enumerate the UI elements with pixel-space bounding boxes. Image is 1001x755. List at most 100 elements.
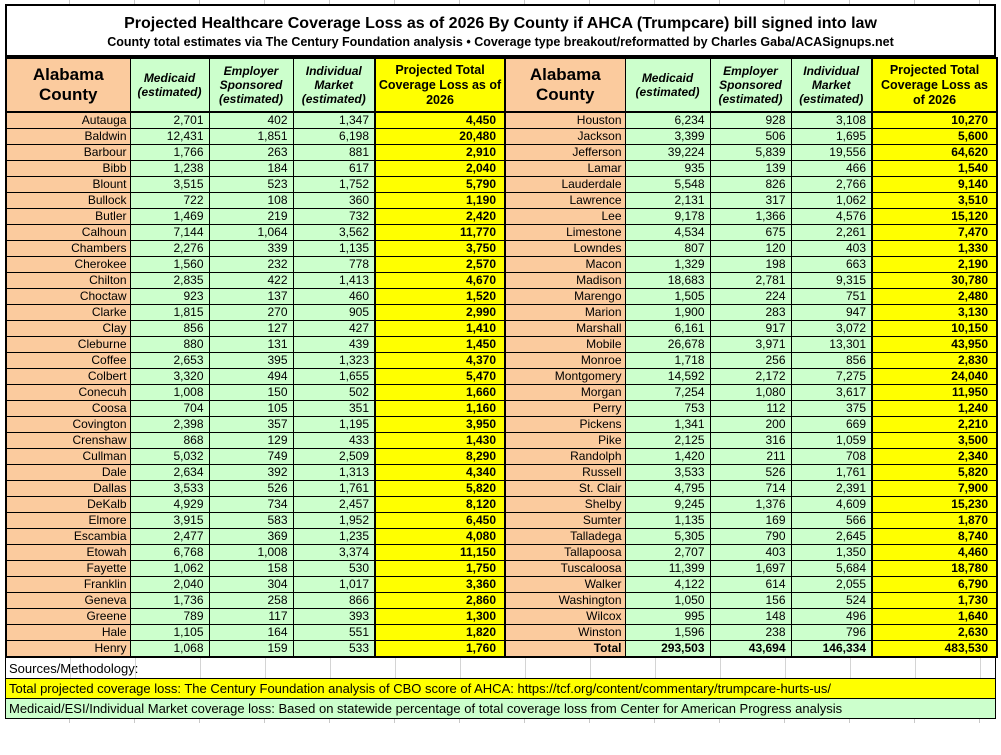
projected-total-cell[interactable]: 3,500 xyxy=(871,432,998,449)
projected-total-cell[interactable]: 4,080 xyxy=(374,528,506,545)
employer-sponsored-cell[interactable]: 526 xyxy=(709,464,792,481)
county-cell[interactable]: Franklin xyxy=(5,576,131,593)
employer-sponsored-cell[interactable]: 714 xyxy=(709,480,792,497)
projected-total-cell[interactable]: 4,450 xyxy=(374,111,506,129)
employer-sponsored-cell[interactable]: 422 xyxy=(208,272,294,289)
individual-market-cell[interactable]: 466 xyxy=(790,160,873,177)
medicaid-cell[interactable]: 4,534 xyxy=(624,224,711,241)
medicaid-cell[interactable]: 704 xyxy=(129,400,210,417)
medicaid-cell[interactable]: 1,900 xyxy=(624,304,711,321)
county-cell[interactable]: Jackson xyxy=(504,128,626,145)
county-cell[interactable]: Morgan xyxy=(504,384,626,401)
individual-market-cell[interactable]: 13,301 xyxy=(790,336,873,353)
projected-total-cell[interactable]: 2,040 xyxy=(374,160,506,177)
projected-total-cell[interactable]: 9,140 xyxy=(871,176,998,193)
individual-market-cell[interactable]: 751 xyxy=(790,288,873,305)
projected-total-cell[interactable]: 1,540 xyxy=(871,160,998,177)
employer-sponsored-cell[interactable]: 1,697 xyxy=(709,560,792,577)
projected-total-cell[interactable]: 3,950 xyxy=(374,416,506,433)
medicaid-cell[interactable]: 2,707 xyxy=(624,544,711,561)
employer-sponsored-cell[interactable]: 395 xyxy=(208,352,294,369)
col-header-medicaid-left[interactable]: Medicaid (estimated) xyxy=(129,57,210,113)
county-cell[interactable]: Limestone xyxy=(504,224,626,241)
employer-sponsored-cell[interactable]: 526 xyxy=(208,480,294,497)
medicaid-cell[interactable]: 1,596 xyxy=(624,624,711,641)
county-cell[interactable]: Dale xyxy=(5,464,131,481)
employer-sponsored-cell[interactable]: 127 xyxy=(208,320,294,337)
county-cell[interactable]: Dallas xyxy=(5,480,131,497)
projected-total-cell[interactable]: 30,780 xyxy=(871,272,998,289)
employer-sponsored-cell[interactable]: 392 xyxy=(208,464,294,481)
employer-sponsored-cell[interactable]: 150 xyxy=(208,384,294,401)
individual-market-cell[interactable]: 3,617 xyxy=(790,384,873,401)
county-cell[interactable]: Marion xyxy=(504,304,626,321)
county-cell[interactable]: Fayette xyxy=(5,560,131,577)
individual-market-cell[interactable]: 524 xyxy=(790,592,873,609)
county-cell[interactable]: Baldwin xyxy=(5,128,131,145)
employer-sponsored-cell[interactable]: 3,971 xyxy=(709,336,792,353)
projected-total-cell[interactable]: 1,870 xyxy=(871,512,998,529)
county-cell[interactable]: Washington xyxy=(504,592,626,609)
projected-total-cell[interactable]: 2,190 xyxy=(871,256,998,273)
medicaid-cell[interactable]: 935 xyxy=(624,160,711,177)
projected-total-cell[interactable]: 2,630 xyxy=(871,624,998,641)
medicaid-cell[interactable]: 1,815 xyxy=(129,304,210,321)
individual-market-cell[interactable]: 2,055 xyxy=(790,576,873,593)
county-cell[interactable]: Madison xyxy=(504,272,626,289)
individual-market-cell[interactable]: 427 xyxy=(292,320,376,337)
projected-total-cell[interactable]: 1,520 xyxy=(374,288,506,305)
projected-total-cell[interactable]: 8,740 xyxy=(871,528,998,545)
county-cell[interactable]: Crenshaw xyxy=(5,432,131,449)
individual-market-cell[interactable]: 2,261 xyxy=(790,224,873,241)
county-cell[interactable]: Lawrence xyxy=(504,192,626,209)
projected-total-cell[interactable]: 10,150 xyxy=(871,320,998,337)
projected-total-cell[interactable]: 1,430 xyxy=(374,432,506,449)
projected-total-cell[interactable]: 1,820 xyxy=(374,624,506,641)
medicaid-cell[interactable]: 2,634 xyxy=(129,464,210,481)
individual-market-cell[interactable]: 856 xyxy=(790,352,873,369)
medicaid-cell[interactable]: 1,008 xyxy=(129,384,210,401)
medicaid-cell[interactable]: 5,032 xyxy=(129,448,210,465)
individual-market-cell[interactable]: 4,576 xyxy=(790,208,873,225)
projected-total-cell[interactable]: 5,820 xyxy=(374,480,506,497)
employer-sponsored-cell[interactable]: 614 xyxy=(709,576,792,593)
individual-market-cell[interactable]: 403 xyxy=(790,240,873,257)
medicaid-cell[interactable]: 1,050 xyxy=(624,592,711,609)
projected-total-cell[interactable]: 8,290 xyxy=(374,448,506,465)
individual-market-cell[interactable]: 663 xyxy=(790,256,873,273)
individual-market-cell[interactable]: 1,952 xyxy=(292,512,376,529)
individual-market-cell[interactable]: 732 xyxy=(292,208,376,225)
individual-market-cell[interactable]: 146,334 xyxy=(790,640,873,658)
county-cell[interactable]: Marshall xyxy=(504,320,626,337)
individual-market-cell[interactable]: 1,761 xyxy=(790,464,873,481)
individual-market-cell[interactable]: 9,315 xyxy=(790,272,873,289)
county-cell[interactable]: Jefferson xyxy=(504,144,626,161)
employer-sponsored-cell[interactable]: 675 xyxy=(709,224,792,241)
col-header-individual-left[interactable]: Individual Market (estimated) xyxy=(292,57,376,113)
individual-market-cell[interactable]: 1,655 xyxy=(292,368,376,385)
individual-market-cell[interactable]: 530 xyxy=(292,560,376,577)
county-cell[interactable]: Russell xyxy=(504,464,626,481)
medicaid-cell[interactable]: 3,320 xyxy=(129,368,210,385)
individual-market-cell[interactable]: 1,350 xyxy=(790,544,873,561)
employer-sponsored-cell[interactable]: 523 xyxy=(208,176,294,193)
medicaid-cell[interactable]: 807 xyxy=(624,240,711,257)
county-cell[interactable]: Mobile xyxy=(504,336,626,353)
employer-sponsored-cell[interactable]: 139 xyxy=(709,160,792,177)
medicaid-cell[interactable]: 4,122 xyxy=(624,576,711,593)
county-cell[interactable]: Elmore xyxy=(5,512,131,529)
individual-market-cell[interactable]: 3,562 xyxy=(292,224,376,241)
employer-sponsored-cell[interactable]: 169 xyxy=(709,512,792,529)
employer-sponsored-cell[interactable]: 238 xyxy=(709,624,792,641)
employer-sponsored-cell[interactable]: 198 xyxy=(709,256,792,273)
projected-total-cell[interactable]: 15,230 xyxy=(871,496,998,513)
medicaid-cell[interactable]: 12,431 xyxy=(129,128,210,145)
county-cell[interactable]: Pike xyxy=(504,432,626,449)
employer-sponsored-cell[interactable]: 211 xyxy=(709,448,792,465)
employer-sponsored-cell[interactable]: 494 xyxy=(208,368,294,385)
projected-total-cell[interactable]: 483,530 xyxy=(871,640,998,658)
county-cell[interactable]: Cleburne xyxy=(5,336,131,353)
employer-sponsored-cell[interactable]: 105 xyxy=(208,400,294,417)
county-cell[interactable]: Talladega xyxy=(504,528,626,545)
medicaid-cell[interactable]: 1,469 xyxy=(129,208,210,225)
